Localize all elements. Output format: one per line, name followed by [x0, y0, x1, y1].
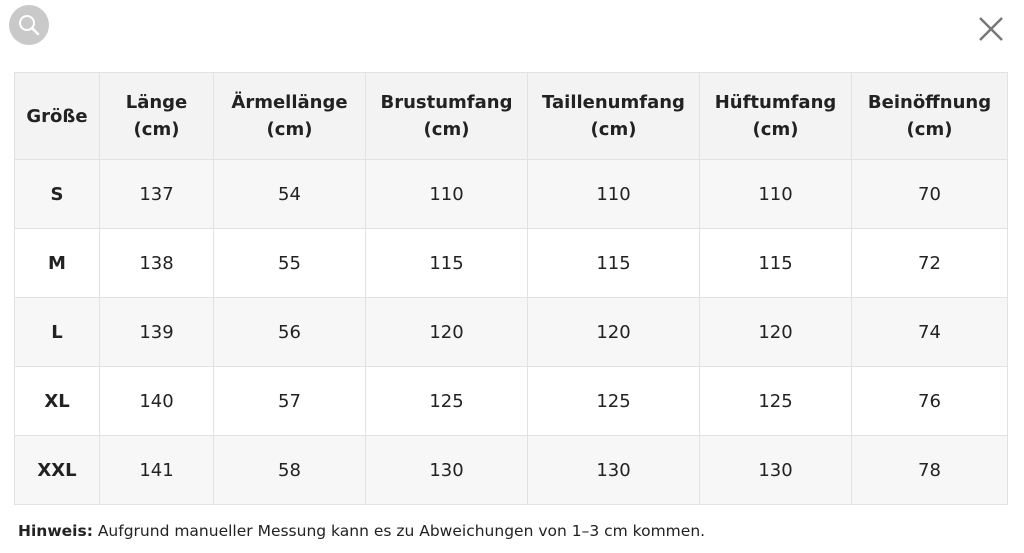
table-row: XXL 141 58 130 130 130 78 [14, 435, 1008, 505]
value-cell: 130 [699, 435, 852, 505]
size-table: Größe Länge (cm) Ärmellänge (cm) Brustumfan… [14, 72, 1008, 505]
header-cell: Hüftumfang (cm) [699, 72, 852, 160]
value-cell: 70 [851, 159, 1008, 229]
value-cell: 76 [851, 366, 1008, 436]
size-cell: M [14, 228, 100, 298]
value-cell: 130 [365, 435, 528, 505]
value-cell: 110 [365, 159, 528, 229]
value-cell: 115 [527, 228, 700, 298]
value-cell: 140 [99, 366, 214, 436]
value-cell: 115 [699, 228, 852, 298]
value-cell: 120 [527, 297, 700, 367]
header-cell: Brustumfang (cm) [365, 72, 528, 160]
value-cell: 110 [527, 159, 700, 229]
value-cell: 115 [365, 228, 528, 298]
search-button[interactable] [9, 5, 49, 45]
value-cell: 72 [851, 228, 1008, 298]
size-cell: XXL [14, 435, 100, 505]
header-cell: Ärmellänge (cm) [213, 72, 366, 160]
value-cell: 138 [99, 228, 214, 298]
table-row: M 138 55 115 115 115 72 [14, 228, 1008, 298]
value-cell: 125 [527, 366, 700, 436]
header-cell: Beinöffnung (cm) [851, 72, 1008, 160]
value-cell: 56 [213, 297, 366, 367]
value-cell: 130 [527, 435, 700, 505]
value-cell: 120 [365, 297, 528, 367]
value-cell: 57 [213, 366, 366, 436]
value-cell: 58 [213, 435, 366, 505]
value-cell: 54 [213, 159, 366, 229]
value-cell: 139 [99, 297, 214, 367]
size-cell: S [14, 159, 100, 229]
value-cell: 120 [699, 297, 852, 367]
header-row: Größe Länge (cm) Ärmellänge (cm) Brustumfan… [14, 72, 1008, 160]
header-cell: Taillenumfang (cm) [527, 72, 700, 160]
size-cell: XL [14, 366, 100, 436]
value-cell: 74 [851, 297, 1008, 367]
note-label: Hinweis: [18, 522, 93, 540]
value-cell: 141 [99, 435, 214, 505]
table-row: L 139 56 120 120 120 74 [14, 297, 1008, 367]
table-row: XL 140 57 125 125 125 76 [14, 366, 1008, 436]
value-cell: 110 [699, 159, 852, 229]
value-cell: 125 [365, 366, 528, 436]
search-icon [19, 15, 40, 36]
note: Hinweis: Aufgrund manueller Messung kann… [18, 522, 705, 540]
value-cell: 137 [99, 159, 214, 229]
value-cell: 55 [213, 228, 366, 298]
table-body: S 137 54 110 110 110 70 M 138 55 115 115 115 72 L 139 56… [14, 159, 1008, 505]
value-cell: 78 [851, 435, 1008, 505]
header-cell: Länge (cm) [99, 72, 214, 160]
table-row: S 137 54 110 110 110 70 [14, 159, 1008, 229]
size-cell: L [14, 297, 100, 367]
header-cell: Größe [14, 72, 100, 160]
close-button[interactable] [976, 14, 1006, 44]
note-text: Aufgrund manueller Messung kann es zu Ab… [97, 522, 706, 540]
value-cell: 125 [699, 366, 852, 436]
